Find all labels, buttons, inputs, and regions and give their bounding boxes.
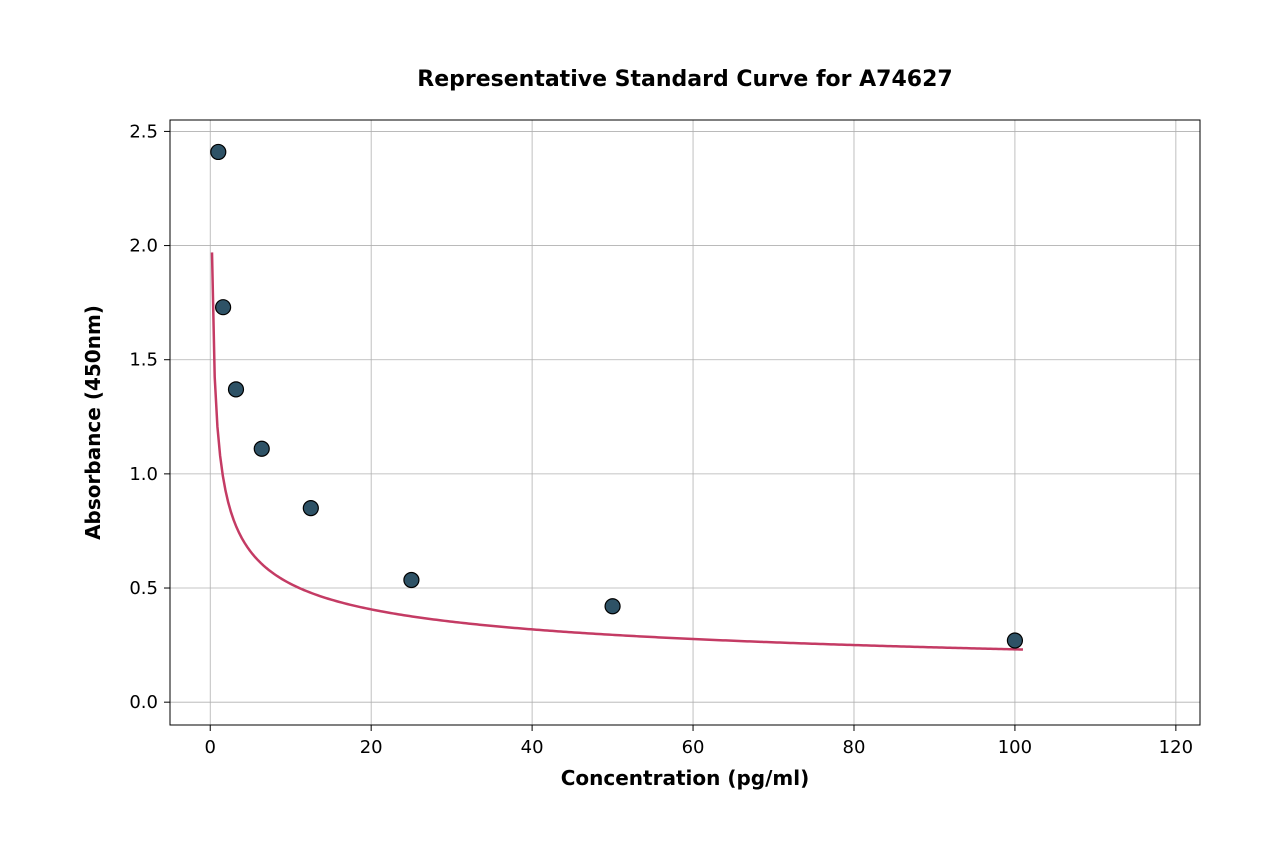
x-tick-label: 0 <box>205 737 216 758</box>
x-tick-label: 20 <box>360 737 383 758</box>
data-point <box>216 300 231 315</box>
x-tick-label: 120 <box>1159 737 1193 758</box>
data-point <box>254 441 269 456</box>
data-point <box>211 144 226 159</box>
x-axis-label: Concentration (pg/ml) <box>561 766 810 790</box>
y-tick-label: 2.5 <box>129 121 158 142</box>
data-point <box>228 382 243 397</box>
grid <box>170 120 1200 725</box>
data-point <box>1007 633 1022 648</box>
y-tick-label: 1.5 <box>129 350 158 371</box>
plot-border <box>170 120 1200 725</box>
fitted-curve <box>212 252 1023 649</box>
data-point <box>605 599 620 614</box>
data-points <box>211 144 1023 648</box>
y-tick-label: 0.0 <box>129 692 158 713</box>
y-ticks: 0.0 0.5 1.0 1.5 2.0 2.5 <box>129 121 170 713</box>
x-tick-label: 60 <box>682 737 705 758</box>
y-tick-label: 2.0 <box>129 236 158 257</box>
x-ticks: 0 20 40 60 80 100 120 <box>205 725 1194 758</box>
y-tick-label: 1.0 <box>129 464 158 485</box>
chart-container: 0 20 40 60 80 100 120 0.0 0.5 1.0 1.5 2.0 2.5 Repre… <box>0 0 1280 845</box>
data-point <box>404 573 419 588</box>
data-point <box>303 501 318 516</box>
x-tick-label: 100 <box>998 737 1032 758</box>
y-tick-label: 0.5 <box>129 578 158 599</box>
x-tick-label: 40 <box>521 737 544 758</box>
x-tick-label: 80 <box>843 737 866 758</box>
y-axis-label: Absorbance (450nm) <box>81 305 105 540</box>
standard-curve-chart: 0 20 40 60 80 100 120 0.0 0.5 1.0 1.5 2.0 2.5 Repre… <box>0 0 1280 845</box>
chart-title: Representative Standard Curve for A74627 <box>417 67 952 92</box>
